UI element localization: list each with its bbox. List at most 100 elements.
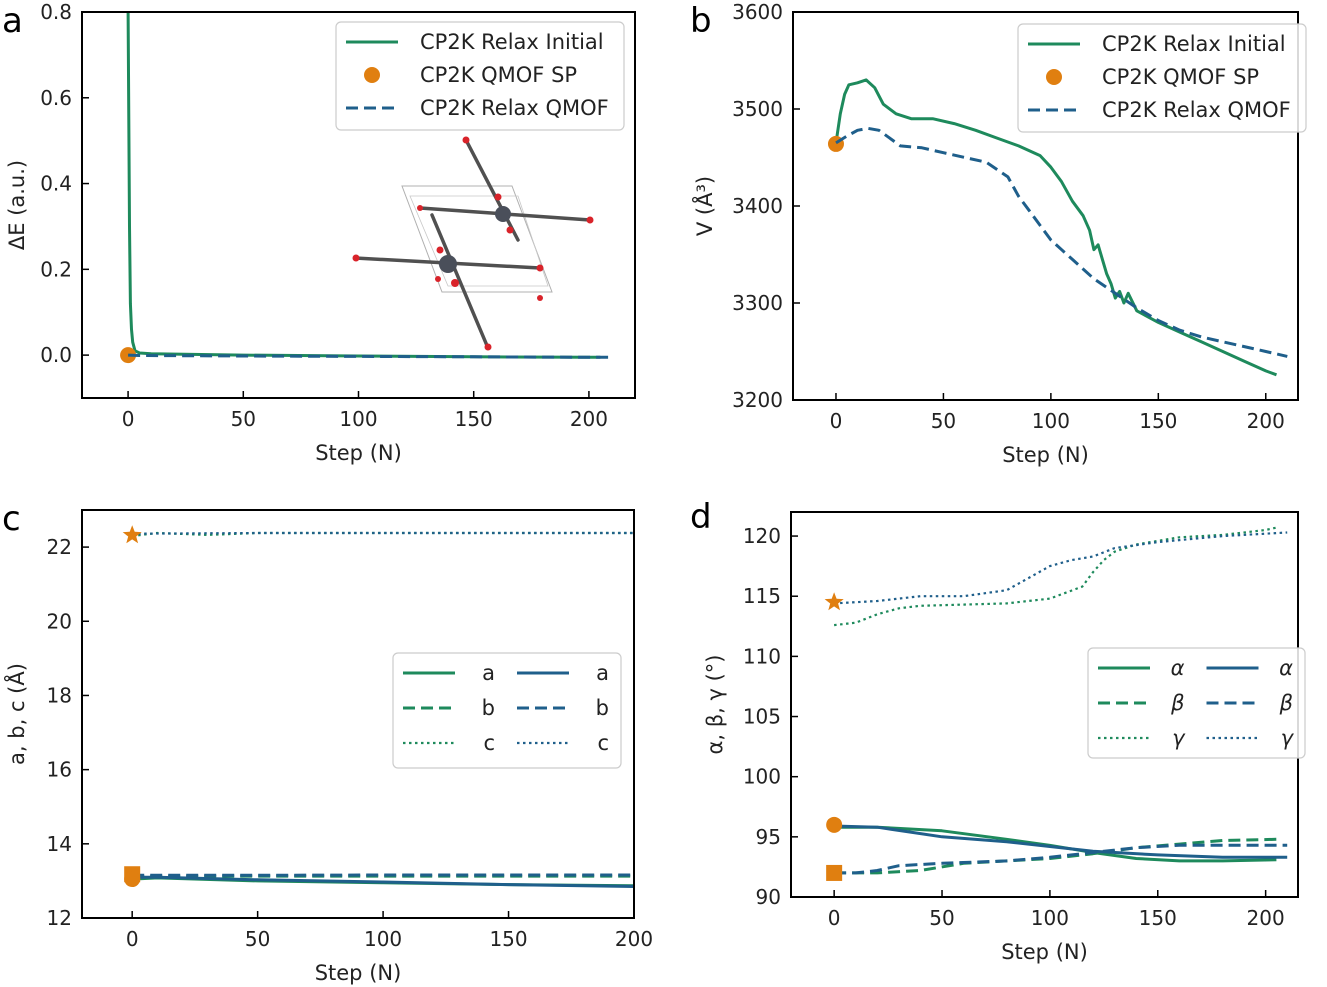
y-tick-label: 0.0 [40, 343, 72, 367]
plot-area [120, 12, 612, 364]
y-tick-label: 115 [743, 584, 781, 608]
x-axis-label: Step (N) [1002, 443, 1089, 467]
star-marker [122, 525, 142, 544]
legend-frame [1017, 23, 1307, 133]
circle-marker [826, 816, 843, 833]
square-marker [826, 864, 843, 881]
series-line [834, 531, 1288, 605]
x-tick-label: 0 [828, 906, 841, 930]
legend-label: CP2K Relax QMOF [420, 96, 609, 120]
legend-label: c [597, 731, 609, 755]
panel-letter: b [690, 1, 712, 41]
x-axis-label: Step (N) [1001, 940, 1088, 964]
y-tick-label: 120 [743, 524, 781, 548]
y-tick-label: 100 [743, 765, 781, 789]
x-tick-label: 100 [339, 407, 377, 431]
legend-label: α [1171, 656, 1185, 680]
panel-d: d 0 50 100 150 200 90 95 100 105 110 115 120 Step (N)… [690, 497, 1306, 964]
legend-label: c [483, 731, 495, 755]
circle-marker [124, 871, 141, 888]
series-line [834, 824, 1288, 859]
x-tick-label: 50 [929, 906, 954, 930]
legend-label: CP2K Relax Initial [1102, 32, 1286, 56]
x-axis-label: Step (N) [315, 441, 402, 465]
x-tick-label: 200 [615, 927, 653, 951]
y-tick-label: 3600 [732, 0, 783, 24]
y-tick-label: 3200 [732, 388, 783, 412]
legend-frame [335, 21, 625, 131]
plot-area [122, 525, 634, 888]
x-tick-label: 150 [455, 407, 493, 431]
legend-label: b [596, 696, 609, 720]
legend-label: γ [1172, 726, 1186, 750]
axes-frame [792, 11, 1299, 401]
y-tick-label: 90 [756, 885, 781, 909]
x-tick-label: 50 [931, 409, 956, 433]
x-tick-label: 100 [364, 927, 402, 951]
y-tick-label: 3500 [732, 97, 783, 121]
legend-label: β [1279, 691, 1293, 715]
legend-marker [1046, 69, 1062, 85]
axes-frame [81, 509, 635, 919]
x-tick-label: 0 [122, 407, 135, 431]
legend-label: a [482, 661, 495, 685]
legend-label: γ [1281, 726, 1295, 750]
x-tick-label: 200 [1247, 906, 1285, 930]
y-tick-label: 22 [47, 535, 72, 559]
legend-label: a [596, 661, 609, 685]
legend-marker [364, 67, 380, 83]
y-tick-label: 18 [47, 683, 72, 707]
x-tick-label: 100 [1032, 409, 1070, 433]
x-tick-label: 0 [126, 927, 139, 951]
legend-label: CP2K QMOF SP [420, 63, 577, 87]
series-line [132, 875, 634, 888]
y-tick-label: 3400 [732, 194, 783, 218]
y-axis-label: ΔE (a.u.) [5, 160, 29, 250]
series-line [835, 126, 1288, 358]
y-tick-label: 110 [743, 644, 781, 668]
panel-letter: d [690, 497, 712, 537]
y-tick-label: 3300 [732, 291, 783, 315]
qmof-sp-marker [120, 347, 137, 364]
x-tick-label: 150 [1139, 409, 1177, 433]
y-tick-label: 95 [756, 825, 781, 849]
legend-frame [1087, 647, 1306, 759]
panel-a: a 0 50 100 150 200 0.0 0.2 0.4 0.6 0.8 Step (N) ΔE (… [2, 0, 636, 465]
mof-structure-inset [352, 136, 594, 351]
y-tick-label: 12 [47, 906, 72, 930]
legend-label: b [482, 696, 495, 720]
legend-label: CP2K Relax Initial [420, 30, 604, 54]
y-tick-label: 16 [47, 758, 72, 782]
legend-frame [392, 652, 622, 769]
legend: CP2K Relax Initial CP2K QMOF SP CP2K Relax… [335, 21, 625, 131]
x-tick-label: 150 [1139, 906, 1177, 930]
plot-area [827, 78, 1288, 377]
y-tick-label: 0.4 [40, 172, 72, 196]
plot-area [824, 526, 1288, 881]
panel-letter: a [2, 1, 23, 41]
panel-b: b 0 50 100 150 200 3200 3300 3400 3500 3600 Step (N… [690, 0, 1307, 467]
y-axis-label: a, b, c (Å) [3, 663, 29, 765]
series-line [128, 353, 612, 359]
legend-label: CP2K QMOF SP [1102, 65, 1259, 89]
x-tick-label: 50 [231, 407, 256, 431]
legend-label: CP2K Relax QMOF [1102, 98, 1291, 122]
y-tick-label: 0.8 [40, 0, 72, 24]
series-line [834, 843, 1288, 875]
x-tick-label: 100 [1031, 906, 1069, 930]
star-marker [824, 592, 844, 611]
x-tick-label: 200 [570, 407, 608, 431]
x-tick-label: 200 [1247, 409, 1285, 433]
legend-label: β [1170, 691, 1184, 715]
series-line [132, 531, 634, 535]
x-tick-label: 150 [489, 927, 527, 951]
y-axis-label: V (Å³) [691, 176, 717, 236]
x-tick-label: 0 [830, 409, 843, 433]
x-tick-label: 50 [245, 927, 270, 951]
panel-c: c 0 50 100 150 200 12 14 16 18 20 22 Step (N) a, b, c… [2, 499, 653, 985]
legend-label: α [1279, 656, 1293, 680]
panel-letter: c [2, 499, 21, 539]
